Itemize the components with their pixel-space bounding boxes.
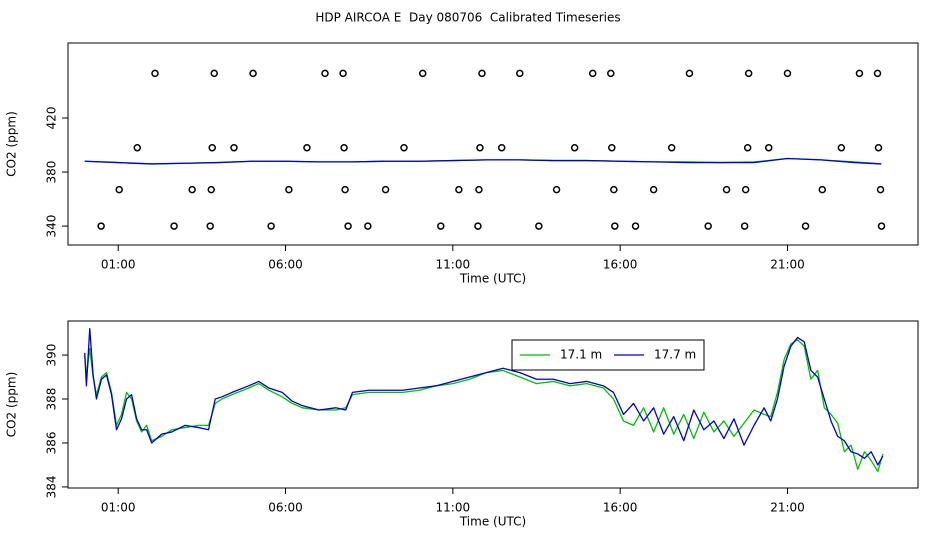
series-line [84, 157, 882, 165]
point [516, 69, 524, 78]
point [876, 185, 885, 194]
plot-frame [67, 320, 919, 489]
point [610, 185, 618, 194]
point [170, 222, 178, 230]
point [285, 185, 293, 194]
point [340, 143, 348, 152]
point [783, 69, 792, 78]
x-tick-label: 21:00 [770, 258, 805, 272]
point [741, 185, 750, 194]
legend-label: 17.1 m [560, 348, 602, 362]
y-tick-label: 386 [45, 432, 59, 455]
point [607, 69, 615, 78]
point [210, 69, 218, 78]
point [764, 143, 773, 152]
x-tick-label: 16:00 [603, 258, 638, 272]
point [364, 222, 372, 230]
y-tick-label: 420 [45, 107, 59, 130]
point [381, 185, 390, 194]
point [476, 143, 484, 152]
point [400, 143, 408, 152]
series-line [84, 328, 884, 466]
x-tick-label: 21:00 [770, 501, 805, 515]
x-tick-label: 16:00 [603, 501, 638, 515]
point [188, 185, 196, 194]
point [877, 222, 886, 230]
point [267, 222, 275, 230]
point [341, 185, 349, 194]
point [97, 222, 105, 230]
chart-title: HDP AIRCOA E Day 080706 Calibrated Times… [315, 11, 620, 25]
point [339, 69, 347, 78]
point [206, 222, 214, 230]
point [818, 185, 827, 194]
point [475, 185, 483, 194]
point [437, 222, 445, 230]
point [722, 185, 731, 194]
plot-frame [67, 42, 919, 246]
point [133, 143, 142, 152]
point [115, 185, 123, 194]
point [151, 69, 159, 78]
x-axis-label: Time (UTC) [459, 272, 526, 286]
point [552, 185, 561, 194]
point [649, 185, 658, 194]
point [230, 143, 238, 152]
point [474, 222, 482, 230]
y-axis-label: CO2 (ppm) [5, 372, 19, 438]
point [855, 69, 864, 78]
point [837, 143, 846, 152]
x-tick-label: 06:00 [268, 501, 303, 515]
point [685, 69, 694, 78]
x-tick-label: 01:00 [101, 501, 136, 515]
y-tick-label: 390 [45, 344, 59, 367]
point [874, 143, 883, 152]
point [704, 222, 712, 230]
point [801, 222, 810, 230]
y-tick-label: 388 [45, 388, 59, 411]
point [207, 185, 215, 194]
legend-label: 17.7 m [654, 348, 696, 362]
x-axis-label: Time (UTC) [459, 515, 526, 529]
point [631, 222, 640, 230]
point [667, 143, 676, 152]
point [208, 143, 216, 152]
x-tick-label: 01:00 [101, 258, 136, 272]
y-tick-label: 380 [45, 161, 59, 184]
point [588, 69, 597, 78]
x-tick-label: 11:00 [436, 501, 471, 515]
point [303, 143, 311, 152]
point [744, 69, 753, 78]
point [873, 69, 882, 78]
x-tick-label: 06:00 [268, 258, 303, 272]
point [321, 69, 329, 78]
point [478, 69, 486, 78]
x-tick-label: 11:00 [436, 258, 471, 272]
point [249, 69, 257, 78]
point [743, 143, 752, 152]
point [344, 222, 352, 230]
point [418, 69, 427, 78]
point [497, 143, 506, 152]
y-tick-label: 384 [45, 475, 59, 498]
point [608, 143, 616, 152]
point [611, 222, 619, 230]
y-axis-label: CO2 (ppm) [5, 111, 19, 177]
point [535, 222, 543, 230]
point [455, 185, 463, 194]
point [570, 143, 579, 152]
point [740, 222, 749, 230]
y-tick-label: 340 [45, 215, 59, 238]
